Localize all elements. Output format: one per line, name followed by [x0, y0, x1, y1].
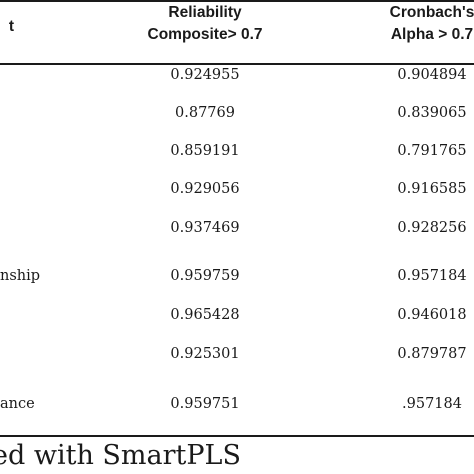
- row-construct-name: ance: [0, 396, 35, 412]
- table-bottom-rule: [0, 435, 474, 437]
- row-cronbachs-alpha-value: 0.879787: [397, 346, 467, 362]
- header-cronbachs-alpha-line2: Alpha > 0.7: [390, 26, 474, 43]
- row-cronbachs-alpha-value: 0.946018: [397, 307, 467, 323]
- row-cronbachs-alpha-value: 0.904894: [397, 67, 467, 83]
- header-cronbachs-alpha-line1: Cronbach's: [389, 4, 474, 21]
- table-caption: ed with SmartPLS: [0, 440, 241, 471]
- table-top-rule: [0, 0, 474, 2]
- row-composite-reliability-value: 0.924955: [170, 67, 240, 83]
- table-header-rule: [0, 63, 474, 65]
- header-composite-reliability-line2: Composite> 0.7: [147, 26, 263, 43]
- row-composite-reliability-value: 0.965428: [170, 307, 240, 323]
- header-construct: t: [8, 18, 14, 35]
- row-composite-reliability-value: 0.959751: [170, 396, 240, 412]
- row-composite-reliability-value: 0.929056: [170, 181, 240, 197]
- row-composite-reliability-value: 0.925301: [170, 346, 240, 362]
- header-composite-reliability-line1: Reliability: [168, 4, 242, 21]
- header-cronbachs-alpha: Cronbach's Alpha > 0.7: [362, 2, 474, 46]
- row-cronbachs-alpha-value: 0.957184: [397, 268, 467, 284]
- row-construct-name: nship: [0, 268, 41, 284]
- row-cronbachs-alpha-value: .957184: [402, 396, 462, 412]
- row-cronbachs-alpha-value: 0.839065: [397, 105, 467, 121]
- row-composite-reliability-value: 0.87769: [175, 105, 235, 121]
- header-composite-reliability: Reliability Composite> 0.7: [130, 2, 280, 46]
- row-composite-reliability-value: 0.937469: [170, 220, 240, 236]
- row-cronbachs-alpha-value: 0.928256: [397, 220, 467, 236]
- row-cronbachs-alpha-value: 0.791765: [397, 143, 467, 159]
- row-composite-reliability-value: 0.959759: [170, 268, 240, 284]
- row-composite-reliability-value: 0.859191: [170, 143, 240, 159]
- row-cronbachs-alpha-value: 0.916585: [397, 181, 467, 197]
